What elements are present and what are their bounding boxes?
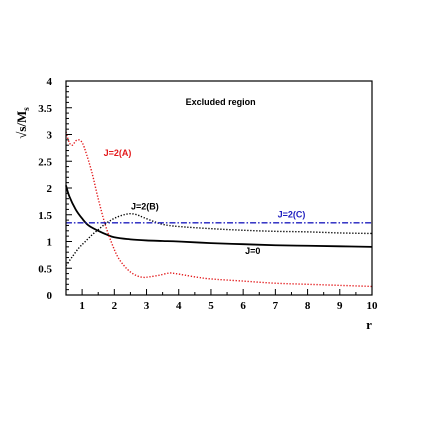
y-axis-label: √s/Ms bbox=[14, 107, 31, 139]
x-tick-label: 6 bbox=[240, 300, 246, 312]
y-tick-label: 1.5 bbox=[38, 210, 52, 222]
annotations-layer: Excluded region J=2(A) J=2(B) J=2(C) J=0 bbox=[104, 97, 306, 256]
y-tick-label: 3.5 bbox=[38, 103, 52, 115]
x-axis-label: r bbox=[366, 317, 372, 332]
x-tick-label: 5 bbox=[208, 300, 214, 312]
annotation-j-0: J=0 bbox=[245, 246, 260, 256]
y-tick-label: 3 bbox=[47, 130, 53, 142]
y-axis-label-main: √s/M bbox=[14, 111, 29, 139]
plot-frame bbox=[65, 80, 373, 296]
x-tick-label: 10 bbox=[367, 300, 379, 312]
y-axis-label-subscript: s bbox=[21, 107, 31, 111]
series-layer bbox=[65, 131, 373, 288]
x-tick-label: 4 bbox=[176, 300, 182, 312]
x-tick-label: 1 bbox=[79, 300, 85, 312]
y-tick-label: 4 bbox=[47, 76, 53, 88]
annotation-j-2-c: J=2(C) bbox=[278, 209, 306, 219]
y-tick-label: 1 bbox=[47, 237, 53, 249]
y-tick-label: 0 bbox=[47, 290, 53, 302]
x-tick-label: 8 bbox=[305, 300, 311, 312]
annotation-excluded-region: Excluded region bbox=[186, 97, 256, 107]
x-tick-label: 9 bbox=[337, 300, 343, 312]
series-line-j-0 bbox=[65, 185, 373, 248]
annotation-j-2-b: J=2(B) bbox=[131, 201, 159, 211]
y-tick-label: 2.5 bbox=[38, 156, 52, 168]
y-tick-label: 2 bbox=[47, 183, 53, 195]
y-tick-label: 0.5 bbox=[38, 263, 52, 275]
x-tick-label: 3 bbox=[144, 300, 150, 312]
ticks-layer: 1 2 3 4 5 6 7 8 9 10 0 0.5 1 1.5 2 2.5 3 3.5 4 bbox=[38, 76, 378, 312]
annotation-j-2-a: J=2(A) bbox=[104, 148, 132, 158]
x-tick-label: 7 bbox=[273, 300, 279, 312]
x-tick-label: 2 bbox=[112, 300, 118, 312]
series-line-j-2-b bbox=[65, 212, 373, 266]
